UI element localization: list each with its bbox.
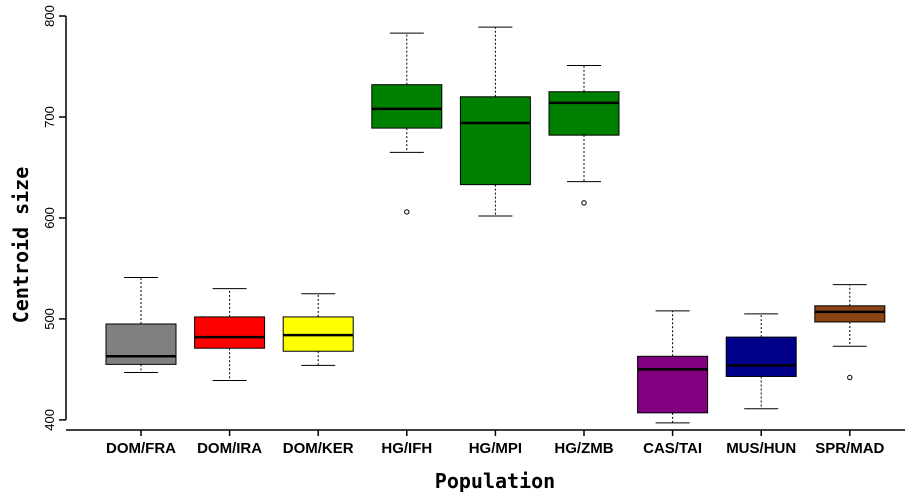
x-axis: DOM/FRA DOM/IRA DOM/KER HG/IFH HG/MPI HG/ZMB C… (66, 429, 905, 457)
box-hg-zmb (548, 64, 620, 206)
box-body (814, 305, 886, 323)
outlier-point (581, 200, 587, 206)
box-series (105, 26, 886, 424)
x-tick-label: CAS/TAI (643, 440, 702, 457)
x-axis-title: Population (435, 469, 555, 493)
x-tick-label: DOM/IRA (197, 440, 262, 457)
box-spr-mad (814, 284, 886, 381)
box-hg-mpi (459, 26, 531, 217)
box-body (105, 323, 177, 365)
y-axis-title: Centroid size (9, 167, 33, 324)
x-tick-label: HG/MPI (469, 440, 522, 457)
box-dom-fra (105, 277, 177, 373)
box-body (371, 84, 443, 129)
box-body (725, 336, 797, 377)
box-body (459, 96, 531, 186)
x-tick-label: DOM/KER (283, 440, 354, 457)
x-tick-label: HG/IFH (381, 440, 432, 457)
box-dom-ira (194, 288, 266, 382)
box-dom-ker (282, 293, 354, 366)
box-body (637, 355, 709, 414)
outlier-point (847, 374, 853, 381)
box-mus-hun (725, 313, 797, 410)
box-body (194, 316, 266, 349)
outlier-point (404, 209, 410, 215)
x-tick-label: MUS/HUN (726, 440, 796, 457)
y-axis: 400 500 600 700 800 (42, 5, 67, 431)
y-tick-label: 500 (42, 308, 57, 330)
y-tick-label: 700 (42, 106, 57, 128)
y-tick-label: 600 (42, 207, 57, 229)
box-body (548, 91, 620, 136)
x-tick-label: HG/ZMB (554, 440, 613, 457)
box-cas-tai (637, 310, 709, 424)
x-tick-label: SPR/MAD (815, 440, 884, 457)
y-tick-label: 400 (42, 409, 57, 431)
x-tick-label: DOM/FRA (106, 440, 176, 457)
box-hg-ifh (371, 32, 443, 215)
y-tick-label: 800 (42, 5, 57, 27)
